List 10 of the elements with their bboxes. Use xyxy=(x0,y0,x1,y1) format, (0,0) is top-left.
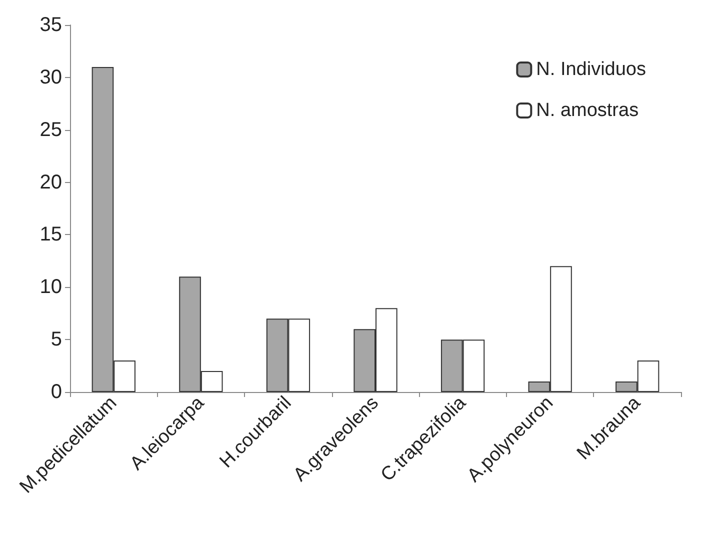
y-tick-label: 0 xyxy=(50,381,62,403)
y-tick-label: 30 xyxy=(40,66,62,88)
legend-label: N. amostras xyxy=(536,100,639,121)
y-tick-label: 20 xyxy=(40,171,62,194)
y-tick-label: 35 xyxy=(40,14,62,36)
y-tick-label: 15 xyxy=(40,224,62,246)
y-tick-label: 25 xyxy=(40,118,62,141)
y-tick-label: 5 xyxy=(50,328,62,351)
y-tick-label: 10 xyxy=(40,276,62,298)
legend-label: N. Individuos xyxy=(536,59,646,80)
